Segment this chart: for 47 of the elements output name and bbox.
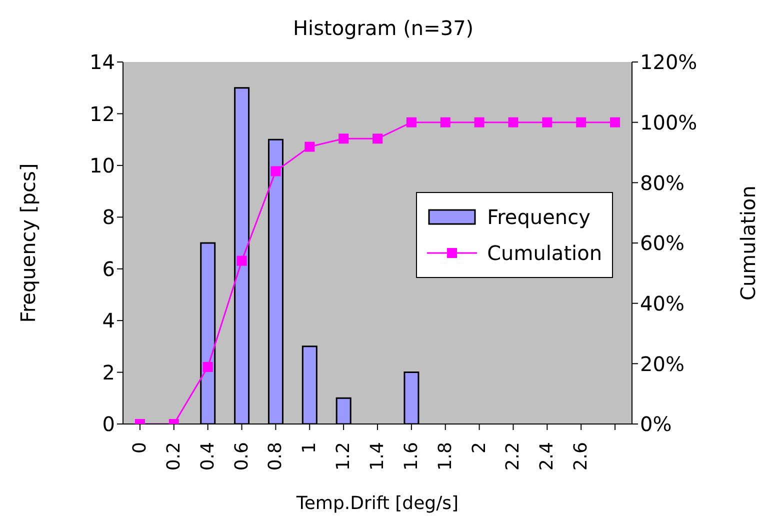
point xyxy=(372,134,382,144)
y-tick-label: 12 xyxy=(90,102,115,126)
x-tick-label: 2.4 xyxy=(536,442,558,471)
x-tick-label: 1 xyxy=(299,442,320,454)
y-tick-label: 2 xyxy=(102,360,115,384)
y2-tick-label: 80% xyxy=(640,170,684,195)
y-tick-label: 6 xyxy=(102,256,115,281)
legend-label: Cumulation xyxy=(487,241,602,265)
x-tick-label: 0.2 xyxy=(163,442,184,471)
point xyxy=(338,134,349,144)
x-tick-label: 2.2 xyxy=(502,442,524,471)
x-axis-title: Temp.Drift [deg/s] xyxy=(295,493,459,514)
y2-tick-label: 0% xyxy=(640,412,672,436)
y2-tick-label: 20% xyxy=(640,352,684,376)
x-tick-label: 2 xyxy=(468,442,490,454)
point xyxy=(610,117,620,128)
x-tick-label: 0 xyxy=(129,442,150,454)
x-tick-label: 0.4 xyxy=(197,442,218,471)
point xyxy=(508,117,518,128)
point xyxy=(474,117,484,128)
legend-label: Frequency xyxy=(487,205,590,229)
x-tick-label: 1.6 xyxy=(400,442,422,471)
x-tick-label: 1.8 xyxy=(434,442,456,471)
y2-tick-label: 120% xyxy=(640,50,698,74)
point xyxy=(542,117,552,128)
x-tick-label: 2.6 xyxy=(570,442,592,471)
y-tick-label: 8 xyxy=(102,205,115,230)
y2-axis-title: Cumulation xyxy=(736,186,760,300)
x-tick-label: 0.6 xyxy=(231,442,252,471)
x-tick-label: 1.4 xyxy=(367,442,388,471)
y-axis-title: Frequency [pcs] xyxy=(16,163,40,323)
y-tick-label: 14 xyxy=(90,50,115,74)
y-tick-label: 0 xyxy=(102,412,115,436)
point xyxy=(406,117,416,128)
y2-tick-label: 100% xyxy=(640,110,698,134)
y-tick-label: 4 xyxy=(102,308,115,333)
y2-tick-label: 60% xyxy=(640,231,684,256)
point xyxy=(304,142,315,152)
point xyxy=(236,256,247,266)
point xyxy=(440,117,450,128)
chart-title: Histogram (n=37) xyxy=(292,15,475,42)
y-tick-label: 10 xyxy=(90,154,115,178)
x-tick-label: 0.8 xyxy=(265,442,286,471)
point xyxy=(576,117,586,128)
y2-tick-label: 40% xyxy=(640,291,684,316)
x-tick-label: 1.2 xyxy=(333,442,354,471)
point xyxy=(270,166,281,176)
